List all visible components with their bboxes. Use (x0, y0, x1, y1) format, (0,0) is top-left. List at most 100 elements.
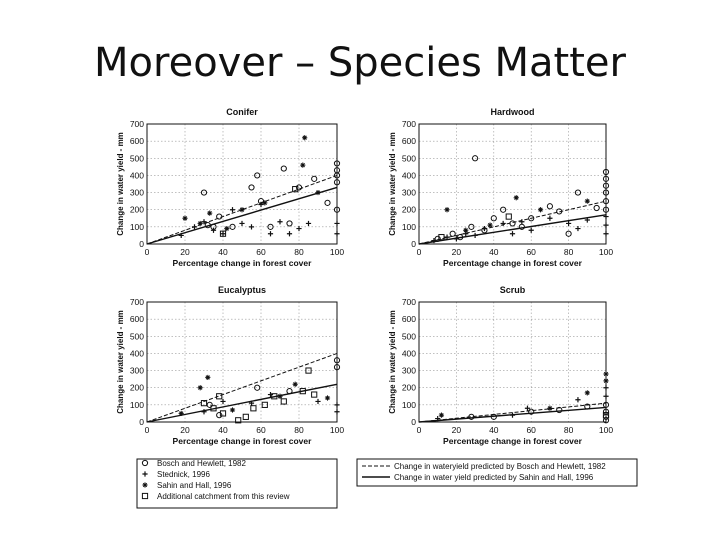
chart-eucalyptus: 0 20 40 60 80 100 0 100 200 300 400 500 600 700 Eucaly… (116, 285, 344, 446)
data-point-star (197, 385, 203, 391)
data-point-circle (574, 189, 582, 196)
y-tick-label: 0 (411, 239, 416, 249)
x-tick-label: 80 (294, 425, 304, 435)
data-point-star (207, 210, 213, 216)
data-point-circle (254, 172, 261, 179)
y-tick-label: 400 (402, 348, 416, 358)
x-tick-label: 60 (256, 425, 266, 435)
data-point-circle (333, 206, 341, 213)
y-axis-label: Change in water yield - mm (116, 310, 125, 414)
data-point-circle (286, 388, 293, 395)
y-tick-label: 300 (130, 366, 144, 376)
data-point-plus (334, 402, 340, 408)
chart-title: Conifer (226, 107, 258, 117)
data-point-square (438, 234, 445, 241)
y-tick-label: 200 (130, 383, 144, 393)
data-point-circle (216, 412, 223, 419)
data-point-star (537, 207, 544, 213)
data-point-plus (584, 217, 590, 223)
data-point-square (292, 186, 299, 193)
data-point-star (444, 207, 450, 213)
plot-frame (418, 123, 607, 245)
x-tick-label: 40 (489, 247, 499, 257)
data-point-circle (200, 189, 208, 196)
data-point-star (584, 390, 590, 396)
y-tick-label: 200 (402, 383, 416, 393)
data-point-star (178, 410, 184, 417)
data-point-plus (603, 393, 609, 399)
data-point-plus (603, 222, 609, 228)
data-point-plus (519, 219, 525, 225)
data-point-plus (201, 409, 207, 415)
x-tick-label: 20 (180, 247, 190, 257)
data-point-square (235, 417, 242, 424)
data-point-star (292, 381, 298, 387)
data-point-plus (444, 234, 450, 240)
legend-symbol-square (141, 492, 149, 500)
sahin-hall-line (146, 186, 338, 245)
legend-markers: Bosch and Hewlett, 1982 Stednick, 1996 Sah… (136, 458, 338, 509)
data-point-square (299, 388, 306, 395)
x-tick-label: 0 (145, 425, 150, 435)
data-point-plus (435, 415, 441, 422)
legend-symbol-circle (141, 459, 149, 467)
data-point-square (219, 230, 227, 237)
data-point-circle (602, 189, 610, 196)
data-point-plus (509, 231, 516, 237)
data-point-circle (602, 175, 610, 182)
data-point-circle (468, 223, 475, 230)
legend-label: Stednick, 1996 (157, 470, 210, 479)
x-tick-label: 100 (599, 425, 613, 435)
legend-label: Sahin and Hall, 1996 (157, 481, 232, 490)
x-axis-label: Percentage change in forest cover (173, 258, 313, 268)
data-point-circle (528, 215, 535, 222)
data-point-square (216, 393, 223, 400)
y-axis-label: Change in water yield - mm (388, 132, 397, 236)
x-tick-label: 20 (180, 425, 190, 435)
data-point-square (602, 412, 610, 419)
x-axis-label: Percentage change in forest cover (443, 258, 583, 268)
y-tick-label: 100 (402, 222, 416, 232)
y-tick-label: 600 (402, 136, 416, 146)
data-point-circle (556, 208, 563, 215)
data-point-circle (295, 184, 303, 191)
data-point-circle (602, 198, 610, 205)
data-point-circle (490, 215, 497, 222)
x-axis-label: Percentage change in forest cover (443, 436, 583, 446)
data-point-square (280, 398, 287, 405)
sahin-hall-line (418, 214, 607, 245)
data-point-star (262, 200, 268, 206)
y-tick-label: 500 (130, 153, 144, 163)
data-point-circle (324, 199, 331, 206)
data-point-circle (602, 168, 610, 176)
data-point-plus (481, 225, 488, 232)
plot-frame (146, 123, 338, 245)
slide-title: Moreover – Species Matter (94, 40, 626, 86)
data-point-circle (333, 179, 341, 186)
x-tick-label: 20 (452, 247, 462, 257)
legend-label: Bosch and Hewlett, 1982 (157, 459, 246, 468)
data-point-circle (528, 408, 535, 415)
data-point-circle (333, 172, 341, 179)
data-point-circle (311, 175, 318, 182)
data-point-circle (556, 406, 563, 414)
data-point-plus (472, 232, 478, 239)
x-tick-label: 0 (145, 247, 150, 257)
data-point-star (224, 225, 230, 232)
data-point-square (505, 213, 512, 220)
x-tick-label: 100 (599, 247, 613, 257)
data-point-plus (575, 225, 581, 232)
chart-title: Eucalyptus (218, 285, 266, 295)
plot-frame (146, 301, 338, 423)
sahin-hall-line (146, 383, 338, 423)
y-tick-label: 100 (130, 222, 144, 232)
bosch-hewlett-line (418, 200, 607, 245)
data-point-plus (603, 213, 609, 220)
x-tick-label: 60 (256, 247, 266, 257)
y-tick-label: 300 (402, 188, 416, 198)
data-point-plus (334, 409, 340, 415)
data-point-star (205, 374, 211, 381)
data-point-plus (547, 215, 553, 221)
data-point-star (182, 215, 188, 221)
y-tick-label: 600 (130, 136, 144, 146)
